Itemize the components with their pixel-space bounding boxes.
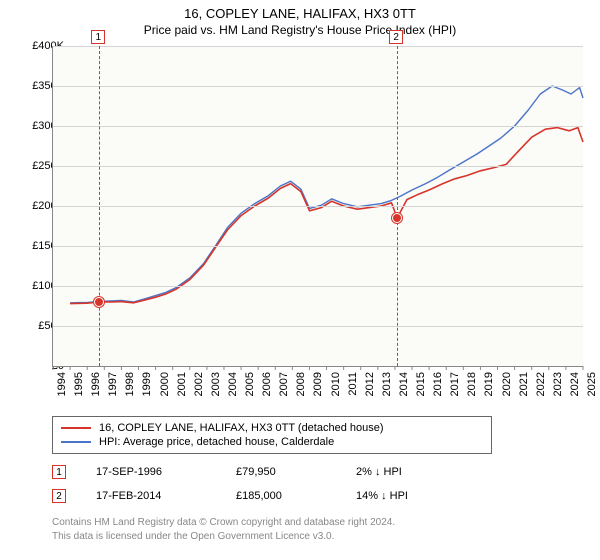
x-tick-label: 1995	[73, 372, 85, 396]
x-tick-label: 2015	[415, 372, 427, 396]
x-tick-label: 2016	[432, 372, 444, 396]
footer-line-1: Contains HM Land Registry data © Crown c…	[52, 516, 395, 530]
legend-label: 16, COPLEY LANE, HALIFAX, HX3 0TT (detac…	[99, 422, 384, 434]
x-tick-label: 2006	[261, 372, 273, 396]
x-tick-label: 1994	[56, 372, 68, 396]
event-marker-icon: 2	[52, 489, 66, 503]
legend-item: 16, COPLEY LANE, HALIFAX, HX3 0TT (detac…	[61, 421, 483, 435]
event-price: £185,000	[236, 490, 326, 502]
event-price: £79,950	[236, 466, 326, 478]
x-tick-label: 2007	[278, 372, 290, 396]
event-vline	[397, 46, 398, 366]
x-tick-label: 2011	[347, 372, 359, 396]
event-pct: 2% ↓ HPI	[356, 466, 456, 478]
series-line-price_paid	[70, 128, 583, 304]
event-vline	[99, 46, 100, 366]
x-tick-label: 2012	[364, 372, 376, 396]
x-tick-label: 2009	[312, 372, 324, 396]
x-tick-label: 2008	[295, 372, 307, 396]
x-tick-label: 2019	[483, 372, 495, 396]
event-date: 17-FEB-2014	[96, 490, 206, 502]
x-tick-label: 1998	[124, 372, 136, 396]
event-pct: 14% ↓ HPI	[356, 490, 456, 502]
chart-container: 16, COPLEY LANE, HALIFAX, HX3 0TT Price …	[0, 0, 600, 560]
x-tick-label: 2010	[330, 372, 342, 396]
footer-line-2: This data is licensed under the Open Gov…	[52, 530, 395, 544]
x-tick-label: 2025	[586, 372, 598, 396]
legend-box: 16, COPLEY LANE, HALIFAX, HX3 0TT (detac…	[52, 416, 492, 454]
series-line-hpi	[70, 86, 583, 303]
x-axis-labels: 1994 1995 1996 1997 1998 1999 2000 2001 2002 2003…	[52, 370, 582, 410]
legend-item: HPI: Average price, detached house, Cald…	[61, 435, 483, 449]
chart-subtitle: Price paid vs. HM Land Registry's House …	[0, 21, 600, 41]
event-dot-icon	[94, 297, 104, 307]
chart-title: 16, COPLEY LANE, HALIFAX, HX3 0TT	[0, 0, 600, 21]
x-tick-label: 2017	[449, 372, 461, 396]
footer-attribution: Contains HM Land Registry data © Crown c…	[52, 516, 395, 543]
x-tick-label: 2004	[227, 372, 239, 396]
x-tick-label: 2002	[193, 372, 205, 396]
x-tick-label: 1999	[141, 372, 153, 396]
plot-area	[52, 46, 583, 367]
x-tick-label: 2022	[535, 372, 547, 396]
x-tick-label: 2021	[518, 372, 530, 396]
x-tick-label: 2000	[159, 372, 171, 396]
x-tick-label: 2020	[501, 372, 513, 396]
event-row: 1 17-SEP-1996 £79,950 2% ↓ HPI	[52, 460, 582, 484]
x-tick-label: 2014	[398, 372, 410, 396]
x-tick-label: 2023	[552, 372, 564, 396]
x-tick-label: 2013	[381, 372, 393, 396]
event-marker-icon: 2	[389, 30, 403, 44]
event-marker-icon: 1	[52, 465, 66, 479]
x-tick-label: 1997	[107, 372, 119, 396]
event-marker-icon: 1	[91, 30, 105, 44]
x-tick-label: 2001	[176, 372, 188, 396]
event-dot-icon	[392, 213, 402, 223]
x-tick-label: 2005	[244, 372, 256, 396]
legend-swatch-1	[61, 427, 91, 429]
x-tick-label: 2003	[210, 372, 222, 396]
x-tick-label: 2018	[466, 372, 478, 396]
legend-swatch-2	[61, 441, 91, 443]
event-date: 17-SEP-1996	[96, 466, 206, 478]
x-tick-label: 1996	[90, 372, 102, 396]
event-table: 1 17-SEP-1996 £79,950 2% ↓ HPI 2 17-FEB-…	[52, 460, 582, 508]
legend-label: HPI: Average price, detached house, Cald…	[99, 436, 334, 448]
event-row: 2 17-FEB-2014 £185,000 14% ↓ HPI	[52, 484, 582, 508]
x-tick-label: 2024	[569, 372, 581, 396]
